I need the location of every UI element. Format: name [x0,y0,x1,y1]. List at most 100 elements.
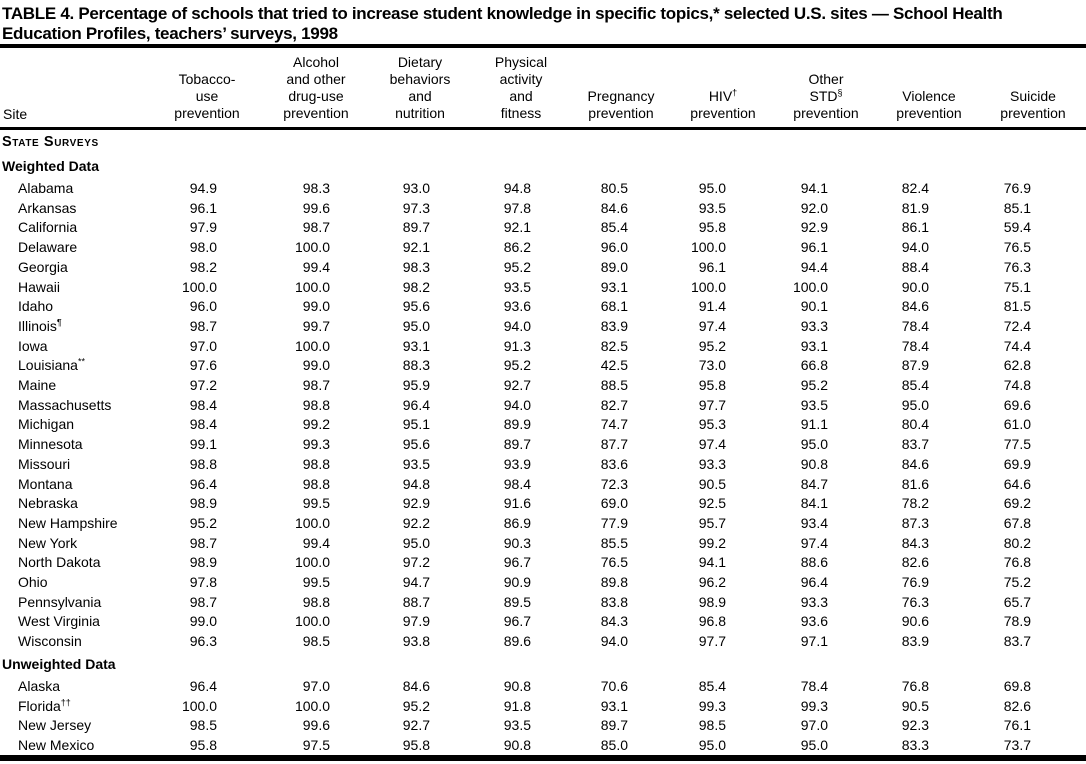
cell-pregnancy: 83.9 [600,317,628,334]
cell-pregnancy: 85.4 [600,219,628,236]
cell-suicide: 73.7 [1003,736,1031,753]
cell-physical: 93.5 [503,717,531,734]
cell-pregnancy: 72.3 [600,475,628,492]
cell-pregnancy: 89.8 [600,574,628,591]
cell-pregnancy: 74.7 [600,416,628,433]
column-header-suicide: Suicide prevention [980,46,1086,130]
cell-tobacco: 98.9 [189,554,217,571]
cell-violence: 84.6 [901,298,929,315]
table-row: Maine 97.2 98.7 95.9 92.7 88.5 95.8 95.2 85.4 74.… [0,376,1086,396]
cell-dietary: 92.2 [402,514,430,531]
cell-dietary: 93.1 [402,337,430,354]
cell-pregnancy: 93.1 [600,697,628,714]
cell-std: 84.1 [800,495,828,512]
table-row: Montana 96.4 98.8 94.8 98.4 72.3 90.5 84.7 81.6 6… [0,475,1086,495]
cell-pregnancy: 85.5 [600,534,628,551]
table-row: Iowa 97.0 100.0 93.1 91.3 82.5 95.2 93.1 78.4 74.… [0,337,1086,357]
cell-hiv: 95.0 [698,736,726,753]
subsection-heading: Unweighted Data [2,655,116,672]
cell-pregnancy: 77.9 [600,514,628,531]
cell-violence: 80.4 [901,416,929,433]
row-label-site: North Dakota [18,554,101,571]
cell-violence: 81.6 [901,475,929,492]
cell-tobacco: 99.0 [189,613,217,630]
table-row: Michigan 98.4 99.2 95.1 89.9 74.7 95.3 91.1 80.4… [0,415,1086,435]
table-row: West Virginia 99.0 100.0 97.9 96.7 84.3 96.8 93… [0,612,1086,632]
cell-dietary: 93.8 [402,633,430,650]
cell-violence: 94.0 [901,239,929,256]
cell-violence: 84.6 [901,455,929,472]
cell-std: 90.1 [800,298,828,315]
cell-dietary: 97.3 [402,199,430,216]
cell-physical: 93.5 [503,278,531,295]
cell-physical: 96.7 [503,554,531,571]
cell-pregnancy: 82.5 [600,337,628,354]
table-row: California 97.9 98.7 89.7 92.1 85.4 95.8 92.9 86… [0,218,1086,238]
cell-violence: 81.9 [901,199,929,216]
row-label-site: New Hampshire [18,514,118,531]
cell-tobacco: 96.4 [189,677,217,694]
table-row: Alaska 96.4 97.0 84.6 90.8 70.6 85.4 78.4 76.8 69… [0,677,1086,697]
cell-dietary: 94.7 [402,574,430,591]
cell-suicide: 61.0 [1003,416,1031,433]
table-row: Florida†† 100.0 100.0 95.2 91.8 93.1 99.3 99.3 9… [0,697,1086,717]
column-header-pregnancy: Pregnancy prevention [570,46,672,130]
column-header-alcohol: Alcohol and other drug-use prevention [264,46,368,130]
cell-tobacco: 97.6 [189,357,217,374]
row-label-site: Massachusetts [18,396,112,413]
table-title: TABLE 4. Percentage of schools that trie… [2,4,1003,43]
cell-tobacco: 95.8 [189,736,217,753]
cell-tobacco: 96.1 [189,199,217,216]
cell-alcohol: 98.8 [302,455,330,472]
cell-physical: 95.2 [503,258,531,275]
cell-tobacco: 97.9 [189,219,217,236]
cell-suicide: 69.2 [1003,495,1031,512]
cell-violence: 85.4 [901,377,929,394]
row-label-site: Michigan [18,416,75,433]
cell-pregnancy: 93.1 [600,278,628,295]
cell-hiv: 95.2 [698,337,726,354]
table-row: North Dakota 98.9 100.0 97.2 96.7 76.5 94.1 88.… [0,553,1086,573]
cell-hiv: 97.7 [698,633,726,650]
cell-std: 88.6 [800,554,828,571]
cell-alcohol: 99.3 [302,436,330,453]
cell-pregnancy: 84.3 [600,613,628,630]
cell-alcohol: 99.5 [302,495,330,512]
cell-suicide: 67.8 [1003,514,1031,531]
cell-pregnancy: 89.0 [600,258,628,275]
cell-alcohol: 100.0 [294,554,330,571]
cell-hiv: 93.3 [698,455,726,472]
table-row: Illinois¶ 98.7 99.7 95.0 94.0 83.9 97.4 93.3 78.… [0,317,1086,337]
cell-alcohol: 100.0 [294,278,330,295]
row-label-site: Pennsylvania [18,593,102,610]
footnote-marker: † [732,87,738,98]
cell-dietary: 88.7 [402,593,430,610]
cell-std: 96.4 [800,574,828,591]
cell-physical: 95.2 [503,357,531,374]
cell-hiv: 91.4 [698,298,726,315]
cell-hiv: 94.1 [698,554,726,571]
cell-hiv: 96.8 [698,613,726,630]
cell-physical: 89.6 [503,633,531,650]
table-row: Arkansas 96.1 99.6 97.3 97.8 84.6 93.5 92.0 81.9… [0,199,1086,219]
cell-alcohol: 99.6 [302,717,330,734]
cell-hiv: 95.8 [698,377,726,394]
table-row: Nebraska 98.9 99.5 92.9 91.6 69.0 92.5 84.1 78.2… [0,494,1086,514]
cell-std: 93.6 [800,613,828,630]
cell-suicide: 75.2 [1003,574,1031,591]
cell-pregnancy: 83.8 [600,593,628,610]
subsection-heading: Weighted Data [2,158,99,174]
cell-hiv: 100.0 [690,239,726,256]
cell-std: 90.8 [800,455,828,472]
cell-hiv: 95.3 [698,416,726,433]
cell-tobacco: 95.2 [189,514,217,531]
column-header-tobacco: Tobacco-use prevention [150,46,264,130]
cell-suicide: 69.6 [1003,396,1031,413]
cell-std: 93.3 [800,317,828,334]
cell-tobacco: 100.0 [181,697,217,714]
cell-violence: 78.4 [901,317,929,334]
footnote-marker: § [837,87,843,98]
cell-alcohol: 99.7 [302,317,330,334]
table-row: Georgia 98.2 99.4 98.3 95.2 89.0 96.1 94.4 88.4 7… [0,258,1086,278]
cell-hiv: 95.0 [698,180,726,196]
